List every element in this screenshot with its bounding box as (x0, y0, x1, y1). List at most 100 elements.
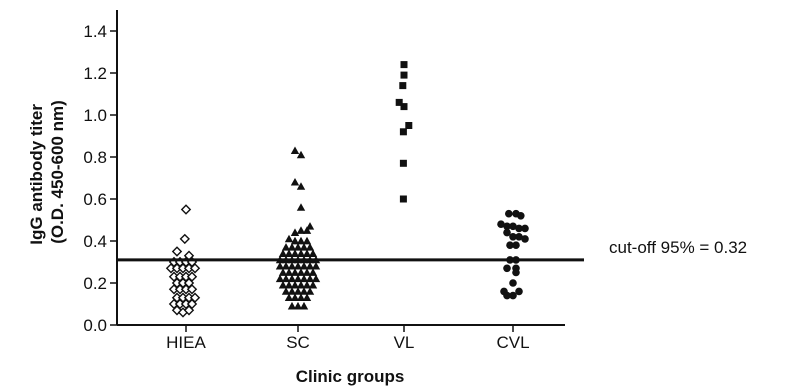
y-tick-label: 1.2 (83, 64, 107, 83)
data-point-sc (302, 226, 312, 234)
data-point-sc (278, 280, 288, 289)
data-point-vl (400, 103, 408, 111)
data-point-hiea (183, 305, 195, 316)
data-point-sc (311, 262, 321, 270)
data-point-sc (281, 243, 291, 251)
data-point-sc (281, 287, 291, 295)
data-point-sc (290, 236, 300, 245)
y-ticks: 0.0 0.2 0.4 0.6 0.8 1.0 1.2 1.4 (83, 22, 117, 335)
data-point-sc (287, 243, 297, 251)
y-tick-label: 0.8 (83, 148, 107, 167)
data-point-sc (293, 262, 303, 270)
data-point-sc (287, 301, 297, 310)
data-point-sc (290, 249, 300, 257)
data-point-sc (305, 222, 315, 230)
data-point-sc (302, 236, 312, 245)
data-point-sc (293, 274, 303, 283)
data-point-sc (299, 274, 309, 283)
data-point-sc (296, 249, 306, 257)
data-point-sc (302, 293, 312, 302)
x-axis-title: Clinic groups (296, 367, 405, 386)
data-point-sc (275, 262, 285, 270)
data-point-vl (395, 98, 403, 106)
data-point-cvl (509, 291, 517, 300)
data-point-vl (405, 122, 413, 129)
data-point-cvl (515, 233, 523, 241)
y-axis-title-line1: IgG antibody titer (27, 104, 46, 245)
data-point-sc (284, 280, 294, 289)
data-point-sc (287, 287, 297, 295)
data-point-sc (299, 262, 309, 270)
data-point-sc (308, 280, 318, 289)
data-point-sc (284, 293, 294, 302)
category-label: CVL (496, 333, 529, 352)
data-point-sc (296, 150, 306, 159)
data-point-sc (308, 249, 318, 257)
data-point-vl (399, 159, 407, 167)
data-point-sc (281, 262, 291, 270)
data-point-cvl (509, 233, 517, 241)
data-point-cvl (503, 291, 511, 300)
data-point-sc (299, 287, 309, 295)
data-point-vl (400, 71, 408, 79)
data-point-hiea (189, 263, 201, 274)
data-point-sc (305, 287, 315, 295)
data-point-cvl (517, 212, 525, 220)
data-point-sc (296, 236, 306, 245)
data-point-cvl (521, 235, 529, 243)
x-ticks: HIEA SC VL CVL (166, 325, 530, 352)
y-tick-label: 0.0 (83, 316, 107, 335)
data-point-cvl (505, 209, 513, 218)
y-axis-title-line2: (O.D. 450-600 nm) (48, 100, 67, 244)
data-point-sc (311, 274, 321, 283)
data-point-sc (290, 228, 300, 236)
y-axis-title: IgG antibody titer (O.D. 450-600 nm) (27, 99, 67, 244)
data-point-hiea (171, 246, 183, 257)
data-point-sc (296, 182, 306, 190)
data-point-cvl (509, 279, 517, 287)
data-point-sc (305, 243, 315, 251)
data-point-cvl (521, 224, 529, 233)
data-point-vl (399, 128, 407, 136)
data-point-sc (284, 234, 294, 243)
y-tick-label: 1.4 (83, 22, 107, 41)
data-point-sc (302, 268, 312, 276)
y-tick-label: 0.6 (83, 190, 107, 209)
category-label: HIEA (166, 333, 206, 352)
data-point-sc (302, 249, 312, 257)
data-point-sc (293, 301, 303, 310)
data-point-sc (290, 293, 300, 302)
data-point-hiea (179, 233, 190, 245)
data-point-sc (296, 203, 306, 211)
data-point-sc (287, 262, 297, 270)
data-point-sc (305, 274, 315, 283)
y-tick-label: 0.2 (83, 274, 107, 293)
data-point-sc (290, 146, 300, 155)
data-point-vl (399, 82, 407, 90)
cutoff-label: cut-off 95% = 0.32 (609, 238, 747, 257)
data-point-cvl (512, 241, 520, 249)
data-point-sc (287, 274, 297, 283)
data-point-cvl (512, 268, 520, 277)
data-point-sc (308, 268, 318, 276)
data-point-sc (275, 274, 285, 283)
data-point-sc (296, 268, 306, 276)
data-points (165, 61, 529, 318)
data-point-hiea (186, 284, 198, 295)
data-point-cvl (515, 224, 523, 233)
data-point-sc (281, 274, 291, 283)
data-point-vl (400, 61, 408, 69)
data-point-sc (290, 268, 300, 276)
data-point-vl (399, 195, 407, 203)
data-point-sc (296, 226, 306, 234)
data-point-cvl (503, 264, 511, 273)
data-point-hiea (171, 305, 183, 316)
data-point-hiea (180, 204, 192, 215)
data-point-sc (296, 293, 306, 302)
data-point-cvl (506, 241, 514, 249)
data-point-cvl (503, 228, 511, 237)
data-point-cvl (509, 222, 517, 231)
data-point-sc (299, 243, 309, 251)
category-label: SC (286, 333, 310, 352)
